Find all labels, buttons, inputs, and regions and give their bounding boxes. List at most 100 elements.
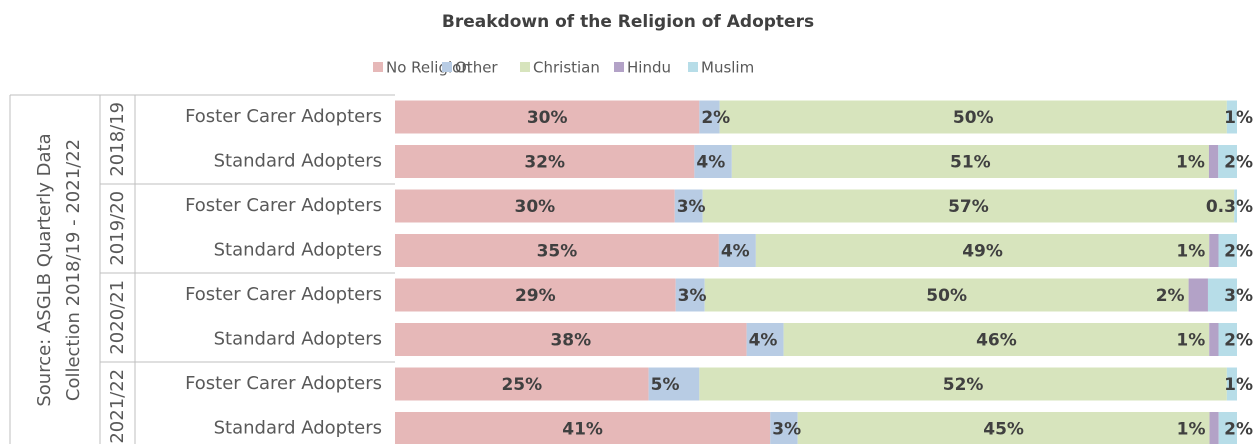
bar-segment — [1226, 100, 1237, 134]
bar-segment — [1209, 323, 1219, 356]
chart-title: Breakdown of the Religion of Adopters — [442, 12, 814, 32]
bar-segment — [770, 412, 798, 444]
bar-segment — [395, 412, 771, 444]
data-label: 49% — [962, 242, 1003, 262]
bar-segment — [783, 323, 1210, 356]
data-label: 30% — [527, 108, 568, 128]
data-label: 50% — [926, 286, 967, 306]
data-label: 32% — [524, 153, 565, 173]
data-label: 0.3% — [1206, 197, 1253, 217]
bar-segment — [704, 278, 1189, 312]
data-label: 1% — [1224, 375, 1253, 395]
bar-segment — [395, 323, 747, 356]
bar-segment — [395, 189, 675, 223]
bar-segment — [718, 234, 756, 267]
bar-segment — [694, 145, 732, 178]
bar-segment — [1209, 234, 1219, 267]
category-label: Foster Carer Adopters — [185, 106, 382, 127]
group-label: 2019/20 — [107, 191, 128, 266]
bar-segment — [1218, 234, 1237, 267]
bar-segment — [1218, 323, 1237, 356]
legend-label: Other — [455, 59, 498, 77]
data-label: 2% — [1224, 242, 1253, 262]
bar-segment — [1226, 367, 1237, 401]
bar-segment — [699, 100, 720, 134]
bar-segment — [395, 234, 719, 267]
data-label: 2% — [1224, 420, 1253, 440]
legend-swatch — [373, 62, 383, 72]
data-label: 50% — [953, 108, 994, 128]
bar-segment — [1208, 145, 1219, 178]
bar-segment — [746, 323, 784, 356]
data-label: 1% — [1224, 108, 1253, 128]
data-label: 46% — [976, 331, 1017, 351]
legend-label: Christian — [533, 59, 600, 77]
category-label: Foster Carer Adopters — [185, 373, 382, 394]
category-label: Foster Carer Adopters — [185, 284, 382, 305]
data-label: 41% — [562, 420, 603, 440]
bar-segment — [1207, 278, 1237, 312]
legend-swatch — [520, 62, 530, 72]
data-label: 2% — [701, 108, 730, 128]
axis-title: Source: ASGLB Quarterly Data — [34, 133, 55, 406]
data-label: 3% — [677, 197, 706, 217]
legend-label: Muslim — [701, 59, 754, 77]
data-label: 1% — [1176, 242, 1205, 262]
category-label: Standard Adopters — [214, 329, 382, 350]
bar-segment — [797, 412, 1210, 444]
data-label: 2% — [1224, 153, 1253, 173]
data-label: 2% — [1224, 331, 1253, 351]
bar-segment — [674, 189, 703, 223]
bar-segment — [731, 145, 1209, 178]
group-label: 2021/22 — [107, 369, 128, 444]
bar-segment — [648, 367, 700, 401]
data-label: 5% — [651, 375, 680, 395]
data-label: 30% — [515, 197, 556, 217]
data-label: 52% — [943, 375, 984, 395]
category-label: Standard Adopters — [214, 151, 382, 172]
data-label: 4% — [721, 242, 750, 262]
data-label: 51% — [950, 153, 991, 173]
bar-segment — [1209, 412, 1219, 444]
data-label: 25% — [501, 375, 542, 395]
bar-segment — [395, 278, 676, 312]
bar-segment — [702, 189, 1235, 223]
bar-segment — [699, 367, 1227, 401]
category-label: Foster Carer Adopters — [185, 195, 382, 216]
data-label: 35% — [537, 242, 578, 262]
group-label: 2018/19 — [107, 102, 128, 177]
data-label: 3% — [1224, 286, 1253, 306]
bar-segment — [1218, 145, 1237, 178]
bar-segment — [675, 278, 705, 312]
data-label: 4% — [696, 153, 725, 173]
data-label: 45% — [983, 420, 1024, 440]
axis-title: Collection 2018/19 - 2021/22 — [63, 139, 84, 401]
data-label: 3% — [678, 286, 707, 306]
legend-swatch — [688, 62, 698, 72]
group-label: 2020/21 — [107, 280, 128, 355]
bar-segment — [395, 145, 695, 178]
legend-label: Hindu — [627, 59, 671, 77]
data-label: 4% — [749, 331, 778, 351]
data-label: 38% — [550, 331, 591, 351]
bar-segment — [1218, 412, 1237, 444]
data-label: 57% — [948, 197, 989, 217]
legend-swatch — [614, 62, 624, 72]
data-label: 1% — [1176, 153, 1205, 173]
data-label: 29% — [515, 286, 556, 306]
data-label: 3% — [772, 420, 801, 440]
bar-segment — [1188, 278, 1208, 312]
bar-segment — [395, 367, 649, 401]
data-label: 2% — [1156, 286, 1185, 306]
data-label: 1% — [1177, 420, 1206, 440]
bar-segment — [1234, 189, 1237, 223]
category-label: Standard Adopters — [214, 240, 382, 261]
bar-segment — [719, 100, 1227, 134]
bar-segment — [755, 234, 1210, 267]
frame — [9, 94, 395, 444]
category-label: Standard Adopters — [214, 418, 382, 439]
bar-segment — [395, 100, 700, 134]
legend-swatch — [442, 62, 452, 72]
data-label: 1% — [1176, 331, 1205, 351]
